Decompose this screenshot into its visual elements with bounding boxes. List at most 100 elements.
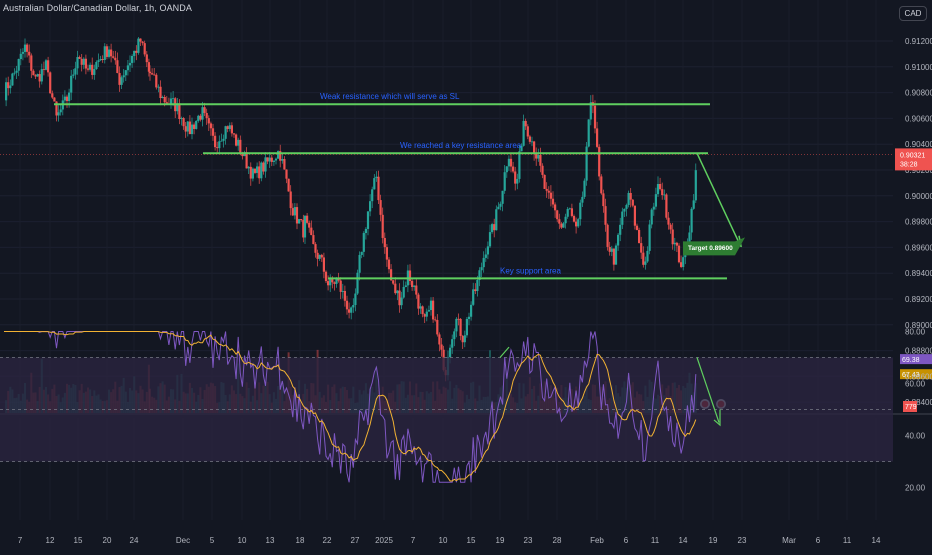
candle-body <box>528 136 531 142</box>
candle-body <box>116 60 119 74</box>
rsi-ma-line <box>4 331 697 482</box>
candle-body <box>610 248 613 252</box>
time-tick-label: 23 <box>524 536 533 545</box>
candle-body <box>614 245 618 265</box>
candle-body <box>345 300 349 310</box>
candle-body <box>122 75 125 78</box>
candle-body <box>38 74 41 82</box>
current-price-countdown: 38:28 <box>900 161 918 168</box>
candle-body <box>385 247 388 260</box>
currency-button[interactable]: CAD <box>899 6 927 21</box>
candle-body <box>488 232 492 247</box>
candle-body <box>49 72 52 94</box>
candle-body <box>470 304 473 317</box>
candle-body <box>612 248 615 265</box>
candle-body <box>648 224 651 251</box>
candle-body <box>652 206 655 210</box>
candle-body <box>549 192 552 199</box>
levels: Weak resistance which will serve as SL We… <box>0 92 893 280</box>
candle-body <box>671 229 674 245</box>
candle-body <box>482 257 485 268</box>
symbol-title[interactable]: Australian Dollar/Canadian Dollar, 1h, O… <box>3 3 192 13</box>
candle-body <box>429 300 433 311</box>
candle-body <box>335 277 338 284</box>
candle-body <box>324 271 328 282</box>
candle-body <box>207 118 210 124</box>
candle-body <box>692 200 695 209</box>
candle-body <box>262 162 265 172</box>
candle-body <box>638 229 641 244</box>
candle-body <box>220 140 223 142</box>
candle-body <box>560 223 563 228</box>
rsi-tick-label: 60.00 <box>905 380 926 389</box>
candle-body <box>137 38 140 53</box>
candle-body <box>28 51 31 56</box>
candle-body <box>459 318 462 336</box>
candle-body <box>600 176 603 194</box>
candle-body <box>371 189 374 202</box>
candle-body <box>354 293 357 306</box>
candle-body <box>379 200 382 215</box>
candle-body <box>135 50 138 53</box>
time-tick-label: 7 <box>18 536 23 545</box>
candle-body <box>107 49 111 57</box>
candle-body <box>390 269 393 281</box>
candle-body <box>472 289 475 305</box>
candle-body <box>72 74 75 76</box>
candle-body <box>161 97 164 99</box>
candle-body <box>516 178 519 184</box>
candle-body <box>68 92 71 102</box>
candle-body <box>356 272 359 294</box>
candle-body <box>237 139 240 146</box>
time-tick-label: 22 <box>323 536 332 545</box>
candle-body <box>404 285 407 287</box>
candle-body <box>247 166 250 169</box>
candle-body <box>112 56 115 58</box>
candle-body <box>423 314 426 317</box>
candle-body <box>256 166 259 173</box>
candle-body <box>184 126 187 132</box>
candle-body <box>465 319 468 336</box>
candle-body <box>32 70 35 76</box>
candle-body <box>7 82 10 89</box>
candle-body <box>298 219 301 224</box>
candle-body <box>99 58 102 61</box>
time-tick-label: 11 <box>843 536 852 545</box>
candle-body <box>644 261 647 265</box>
candle-body <box>211 128 215 136</box>
candle-body <box>264 157 267 172</box>
candle-body <box>314 244 317 253</box>
candle-body <box>499 203 502 207</box>
candle-body <box>518 151 521 179</box>
price-tick-label: 0.90600 <box>905 114 932 123</box>
candle-body <box>93 69 96 75</box>
candle-body <box>180 118 183 120</box>
candle-body <box>283 159 286 170</box>
candle-body <box>503 172 506 191</box>
candle-body <box>484 254 487 258</box>
candle-body <box>188 121 191 135</box>
candle-body <box>654 194 657 207</box>
candle-body <box>665 194 668 218</box>
candle-body <box>633 205 636 226</box>
candle-body <box>201 107 204 120</box>
candle-body <box>669 224 672 230</box>
candle-body <box>533 141 536 154</box>
candle-body <box>568 208 571 210</box>
candle-body <box>51 93 54 98</box>
candle-body <box>91 64 94 75</box>
candle-body <box>268 157 271 162</box>
time-tick-label: Feb <box>590 536 604 545</box>
candle-body <box>415 285 418 295</box>
candle-body <box>300 219 303 221</box>
candle-body <box>226 126 229 130</box>
candle-body <box>570 208 573 216</box>
candle-body <box>625 204 628 209</box>
candle-body <box>396 290 399 294</box>
candle-body <box>76 57 79 69</box>
price-tick-label: 0.89600 <box>905 243 932 252</box>
time-tick-label: 2025 <box>375 536 393 545</box>
time-tick-label: 19 <box>709 536 718 545</box>
